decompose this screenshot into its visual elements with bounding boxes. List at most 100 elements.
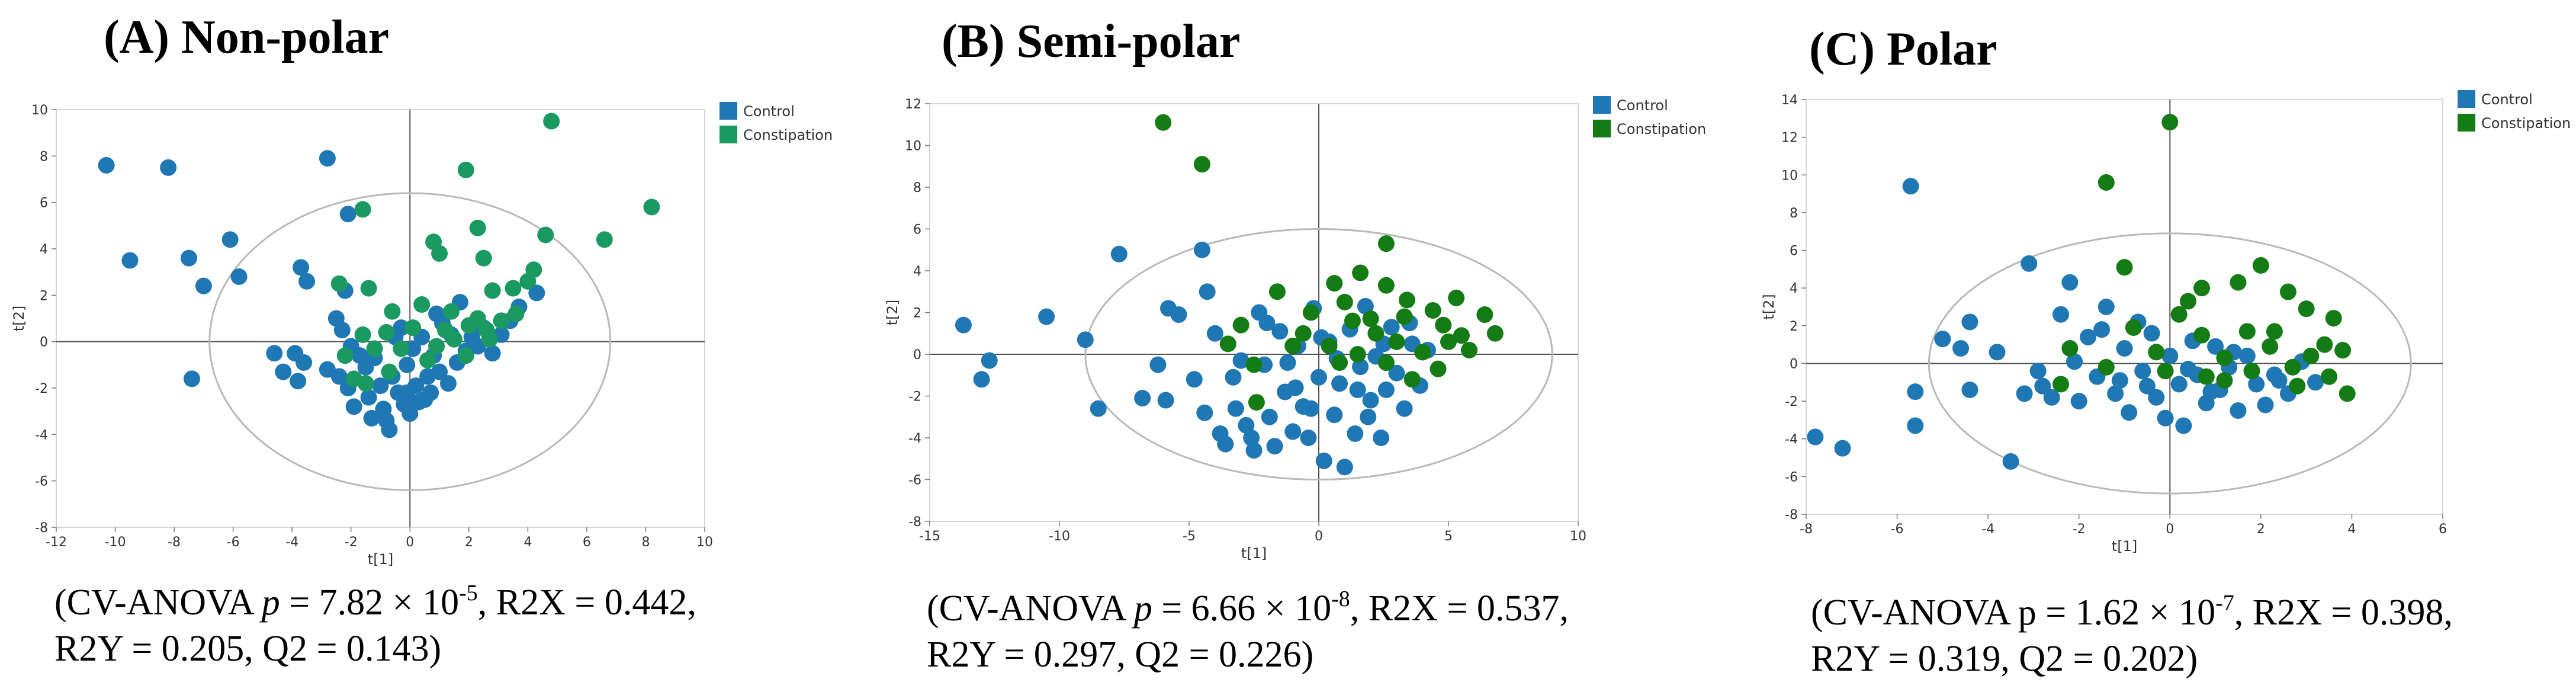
control-point [2066, 353, 2083, 370]
control-point [1300, 430, 1317, 446]
constipation-point [2284, 358, 2301, 376]
legend-swatch [720, 126, 737, 143]
control-point [2061, 274, 2079, 291]
y-tick-label: -6 [35, 475, 48, 489]
control-point [98, 157, 115, 174]
y-tick-label: 4 [913, 264, 921, 279]
y-tick-label: -8 [908, 515, 921, 530]
control-point [1199, 283, 1216, 300]
constipation-point [2193, 326, 2211, 344]
constipation-point [2053, 376, 2069, 393]
constipation-point [475, 249, 492, 267]
y-tick-label: 12 [1781, 131, 1798, 146]
control-point [1110, 245, 1128, 262]
constipation-point [1453, 327, 1470, 344]
legend-label: Constipation [2481, 115, 2571, 132]
legend-swatch [720, 102, 737, 120]
control-point [180, 249, 197, 267]
constipation-point [1331, 354, 1348, 371]
control-point [1377, 381, 1395, 398]
control-point [2248, 376, 2265, 393]
legend-swatch [1593, 96, 1611, 114]
y-tick-label: 12 [905, 97, 921, 112]
constipation-point [1430, 360, 1447, 377]
constipation-point [384, 303, 401, 320]
constipation-point [519, 273, 537, 290]
constipation-point [1344, 312, 1361, 329]
scatter-plot-semipolar: -15 -10 -5 0 5 10 -8 -6 -4 -2 0 2 4 6 8 10 12 t[1] t[2] Con… [884, 96, 1706, 562]
x-tick-label: 10 [696, 535, 713, 550]
x-axis-label: t[1] [1241, 545, 1267, 562]
constipation-point [1424, 302, 1441, 319]
control-point [2161, 347, 2179, 364]
constipation-point [354, 326, 371, 343]
y-axis-label: t[2] [884, 300, 901, 325]
constipation-point [1414, 344, 1431, 361]
control-point [2180, 361, 2196, 377]
x-tick-label: 0 [406, 535, 414, 550]
constipation-point [1268, 283, 1286, 300]
constipation-point [2148, 344, 2165, 361]
constipation-point [1448, 289, 1465, 306]
constipation-point [1377, 354, 1395, 371]
x-tick-label: -10 [1049, 529, 1070, 544]
control-point [1225, 369, 1242, 386]
constipation-point [1302, 304, 1319, 321]
control-point [2098, 299, 2115, 315]
constipation-point [493, 312, 510, 329]
caption-pre: (CV-ANOVA [1811, 592, 2018, 633]
constipation-point [2098, 358, 2115, 376]
constipation-point [2279, 283, 2296, 300]
control-point [1396, 400, 1413, 417]
constipation-point [1367, 325, 1385, 342]
control-point [428, 305, 445, 322]
y-tick-label: 10 [1781, 168, 1798, 183]
series-constipation [2053, 114, 2356, 402]
y-tick-label: 10 [905, 139, 921, 154]
constipation-point [1440, 333, 1457, 350]
caption-exponent: -8 [1331, 587, 1350, 611]
caption-pre: (CV-ANOVA [927, 588, 1134, 629]
x-tick-label: 8 [641, 535, 650, 550]
control-point [275, 363, 292, 380]
control-point [1961, 382, 1978, 398]
control-point [298, 273, 316, 290]
panel-a: (A) Non-polar -12 -10 -8 -6 -4 -2 0 2 4 6 8 10 -8 -6-… [0, 0, 859, 692]
control-point [230, 268, 248, 285]
x-tick-label: 5 [1444, 529, 1453, 544]
panel-title: (A) Non-polar [104, 11, 390, 63]
constipation-point [1388, 333, 1405, 350]
caption-line-2: R2Y = 0.297, Q2 = 0.226) [927, 635, 1314, 675]
constipation-point [2061, 340, 2079, 357]
x-tick-label: -12 [46, 535, 67, 550]
control-point [2257, 396, 2274, 414]
constipation-point [481, 331, 498, 348]
control-point [1807, 428, 1824, 446]
y-tick-label: 4 [1790, 281, 1798, 296]
control-point [1227, 400, 1244, 417]
legend-swatch [2458, 90, 2475, 108]
x-tick-label: 4 [523, 535, 532, 550]
control-point [1186, 371, 1203, 388]
caption-p-symbol: p [1133, 588, 1152, 629]
legend-label: Constipation [743, 127, 833, 143]
control-point [1311, 369, 1327, 386]
control-point [1284, 423, 1302, 440]
constipation-point [336, 347, 354, 364]
control-point [319, 150, 336, 167]
constipation-point [381, 363, 398, 380]
constipation-point [378, 324, 395, 341]
control-point [2202, 383, 2220, 401]
control-point [1349, 381, 1366, 398]
caption-post: , R2X = 0.442, [477, 582, 696, 623]
caption-post: , R2X = 0.398, [2234, 592, 2453, 633]
hotelling-ellipse [208, 192, 612, 491]
control-point [333, 322, 351, 339]
x-tick-label: 0 [2166, 522, 2174, 537]
control-point [1336, 459, 1353, 476]
constipation-point [1486, 325, 1504, 342]
control-point [1077, 331, 1094, 348]
control-point [2111, 372, 2128, 389]
constipation-point [2230, 274, 2247, 291]
constipation-point [1349, 346, 1366, 363]
